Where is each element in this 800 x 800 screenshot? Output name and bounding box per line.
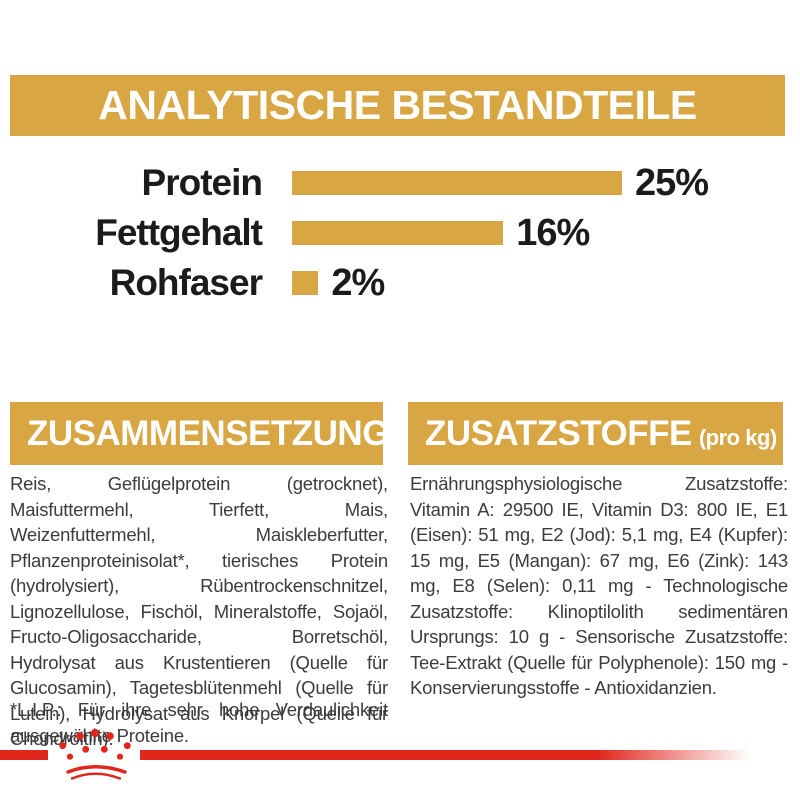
chart-value-label: 16% (516, 211, 590, 254)
additives-text: Ernährungsphysiologische Zusatzstoffe: V… (410, 473, 788, 698)
additives-header-label: ZUSATZSTOFFE (425, 413, 692, 453)
composition-header: ZUSAMMENSETZUNG (10, 402, 389, 465)
chart-bar (292, 171, 622, 195)
analytical-constituents-header: ANALYTISCHE BESTANDTEILE (10, 75, 785, 136)
chart-bar (292, 271, 319, 295)
chart-category-label: Rohfaser (109, 262, 263, 303)
chart-category-label: Protein (141, 162, 263, 203)
additives-header-suffix: (pro kg) (698, 424, 777, 450)
analytical-constituents-chart: Protein 25% Fettgehalt 16% Rohfaser 2% (0, 158, 800, 308)
composition-text: Reis, Geflügelprotein (getrocknet), Mais… (10, 473, 388, 749)
chart-category-label: Fettgehalt (95, 212, 263, 253)
chart-row: Protein 25% (0, 158, 800, 208)
additives-header: ZUSATZSTOFFE (pro kg) (408, 402, 783, 465)
composition-footnote: *L.I.P.: Für ihre sehr hohe Verdaulichke… (10, 699, 388, 746)
analytical-constituents-header-label: ANALYTISCHE BESTANDTEILE (98, 82, 697, 128)
chart-value-label: 2% (331, 261, 385, 304)
composition-header-label: ZUSAMMENSETZUNG (27, 413, 389, 453)
chart-row: Fettgehalt 16% (0, 208, 800, 258)
royal-canin-crown-logo-icon (59, 728, 131, 780)
chart-value-label: 25% (635, 161, 709, 204)
brand-stripe-right (140, 750, 750, 760)
brand-stripe-left (0, 750, 48, 760)
chart-bar (292, 221, 504, 245)
chart-row: Rohfaser 2% (0, 258, 800, 308)
